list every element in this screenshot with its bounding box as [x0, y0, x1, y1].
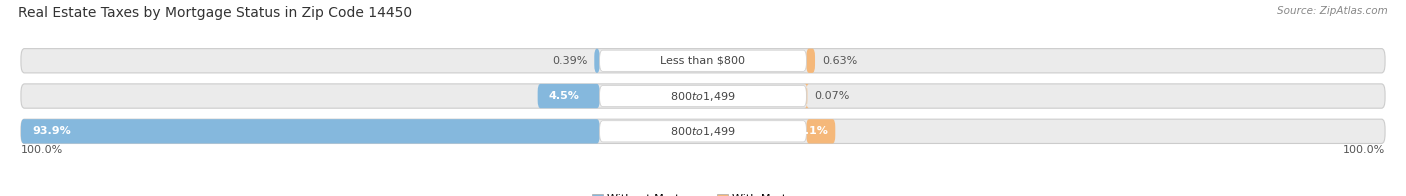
- FancyBboxPatch shape: [21, 119, 599, 143]
- FancyBboxPatch shape: [807, 119, 835, 143]
- Text: Source: ZipAtlas.com: Source: ZipAtlas.com: [1277, 6, 1388, 16]
- Text: 0.39%: 0.39%: [553, 56, 588, 66]
- Text: 2.1%: 2.1%: [797, 126, 828, 136]
- Text: $800 to $1,499: $800 to $1,499: [671, 125, 735, 138]
- FancyBboxPatch shape: [595, 49, 599, 73]
- FancyBboxPatch shape: [599, 50, 807, 71]
- FancyBboxPatch shape: [21, 84, 1385, 108]
- FancyBboxPatch shape: [599, 85, 807, 107]
- Text: 93.9%: 93.9%: [32, 126, 70, 136]
- Legend: Without Mortgage, With Mortgage: Without Mortgage, With Mortgage: [588, 190, 818, 196]
- Text: 100.0%: 100.0%: [1343, 145, 1385, 155]
- FancyBboxPatch shape: [599, 121, 807, 142]
- Text: 0.07%: 0.07%: [814, 91, 849, 101]
- Text: 0.63%: 0.63%: [823, 56, 858, 66]
- Text: 4.5%: 4.5%: [548, 91, 579, 101]
- FancyBboxPatch shape: [804, 84, 808, 108]
- FancyBboxPatch shape: [21, 119, 1385, 143]
- FancyBboxPatch shape: [21, 49, 1385, 73]
- Text: Real Estate Taxes by Mortgage Status in Zip Code 14450: Real Estate Taxes by Mortgage Status in …: [18, 6, 412, 20]
- FancyBboxPatch shape: [537, 84, 599, 108]
- FancyBboxPatch shape: [807, 49, 815, 73]
- Text: 100.0%: 100.0%: [21, 145, 63, 155]
- Text: $800 to $1,499: $800 to $1,499: [671, 90, 735, 103]
- Text: Less than $800: Less than $800: [661, 56, 745, 66]
